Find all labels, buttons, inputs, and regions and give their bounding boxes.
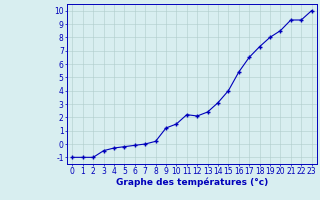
- X-axis label: Graphe des températures (°c): Graphe des températures (°c): [116, 178, 268, 187]
